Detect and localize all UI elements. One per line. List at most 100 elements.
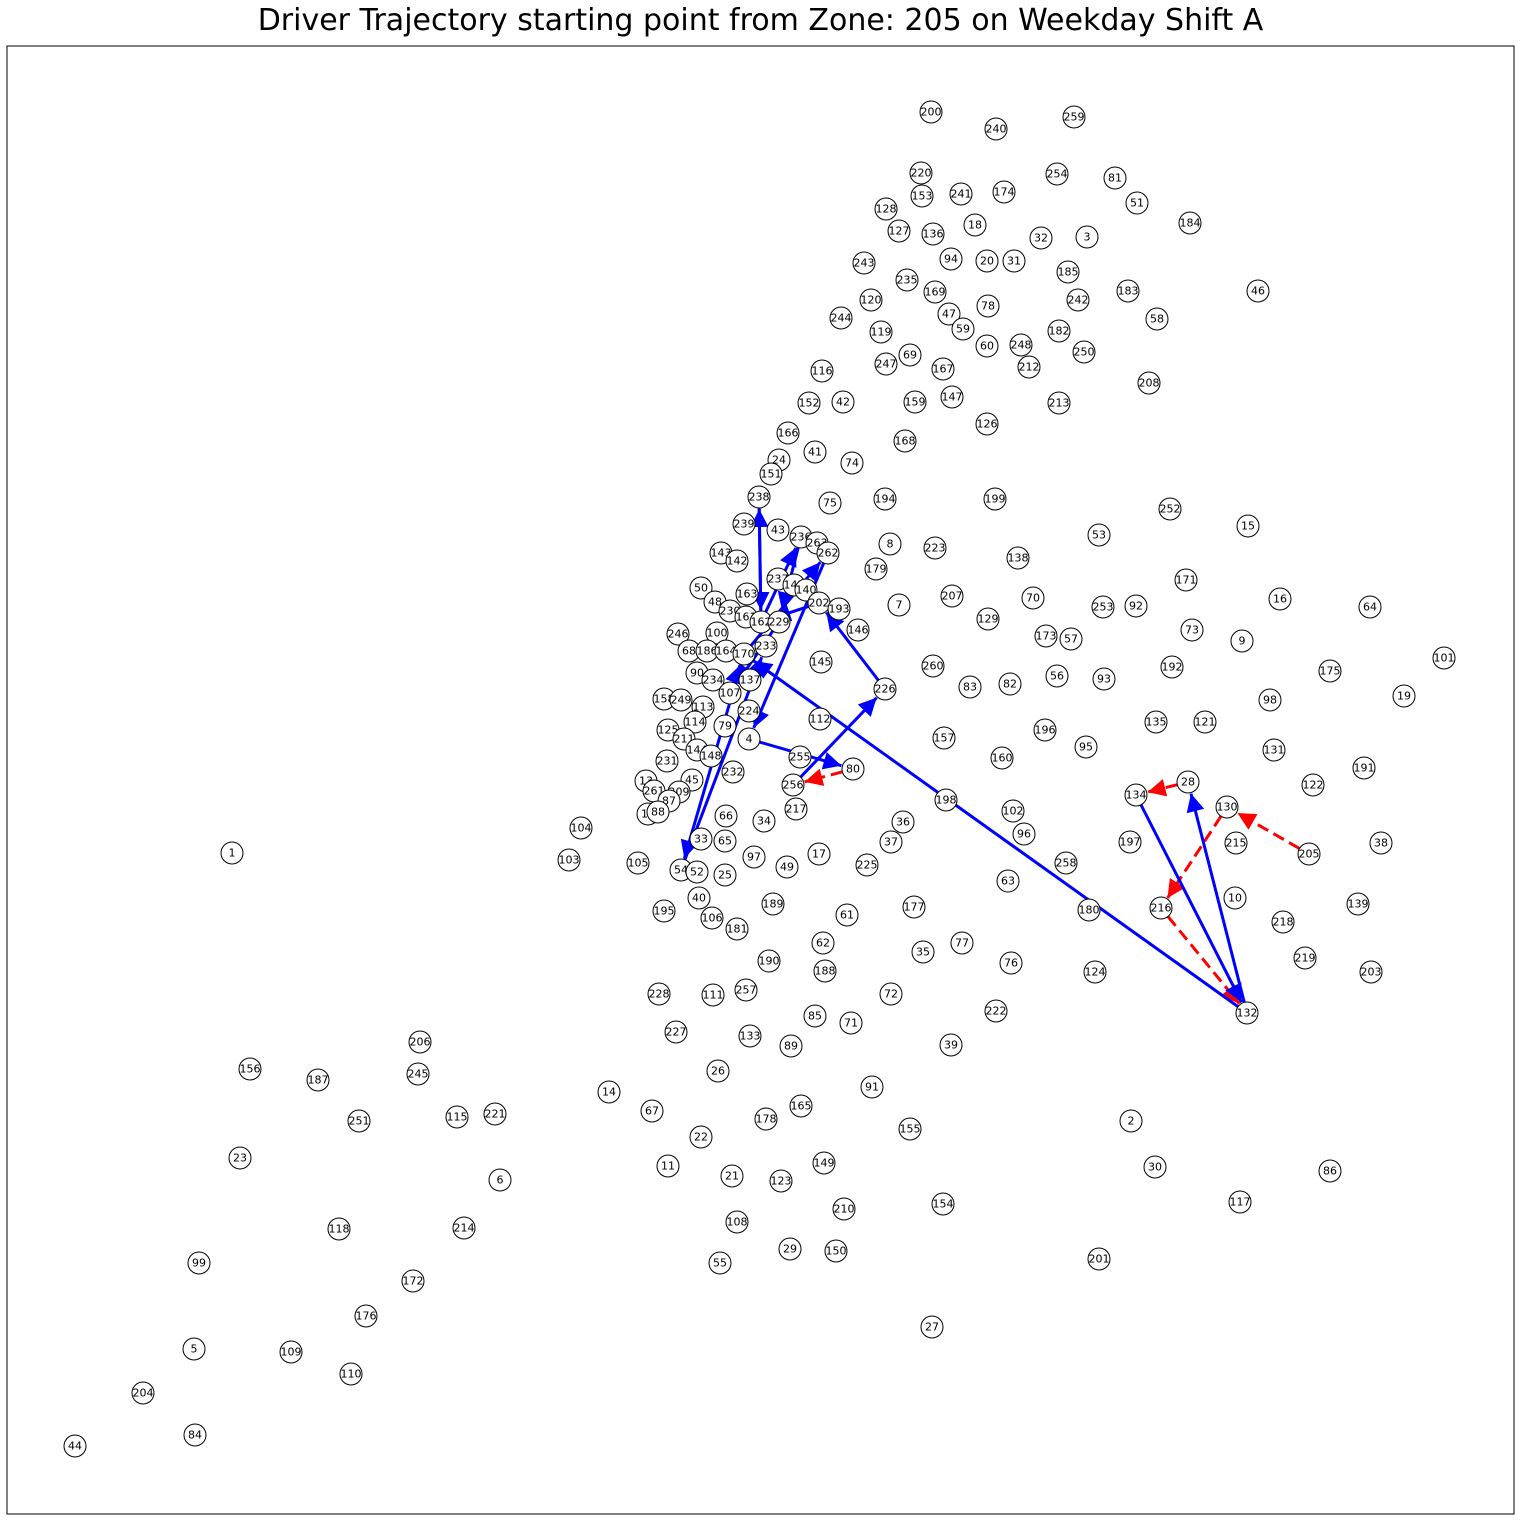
- zone-node-circle: [714, 804, 738, 828]
- zone-node-label: 97: [747, 851, 761, 864]
- zone-node-185: 185: [1056, 260, 1080, 284]
- zone-node-194: 194: [873, 487, 897, 511]
- zone-node-circle: [1228, 1190, 1252, 1214]
- zone-node-label: 130: [1217, 801, 1238, 814]
- zone-node-circle: [878, 532, 902, 556]
- zone-node-178: 178: [754, 1107, 778, 1131]
- zone-node-76: 76: [999, 951, 1023, 975]
- zone-node-142: 142: [725, 549, 749, 573]
- zone-node-248: 248: [1009, 333, 1033, 357]
- zone-node-label: 166: [778, 427, 799, 440]
- zone-node-95: 95: [1074, 735, 1098, 759]
- zone-node-circle: [725, 917, 749, 941]
- zone-node-47: 47: [937, 302, 961, 326]
- zone-node-label: 260: [923, 660, 944, 673]
- zone-node-label: 174: [994, 186, 1015, 199]
- zone-node-label: 90: [690, 667, 704, 680]
- zone-node-label: 224: [739, 705, 760, 718]
- zone-node-circle: [1083, 960, 1107, 984]
- zone-node-label: 145: [811, 656, 832, 669]
- zone-node-circle: [483, 1102, 507, 1126]
- zone-node-label: 179: [866, 563, 887, 576]
- zone-node-label: 181: [727, 923, 748, 936]
- zone-node-circle: [1158, 497, 1182, 521]
- zone-node-label: 15: [1241, 520, 1255, 533]
- zone-node-circle: [327, 1217, 351, 1241]
- zone-node-circle: [903, 390, 927, 414]
- zone-node-label: 56: [1050, 670, 1064, 683]
- zone-node-circle: [1045, 162, 1069, 186]
- zone-node-label: 96: [1017, 828, 1031, 841]
- zone-node-208: 208: [1137, 371, 1161, 395]
- zone-node-label: 45: [685, 774, 699, 787]
- zone-node-label: 101: [1434, 652, 1455, 665]
- zone-node-label: 256: [783, 779, 804, 792]
- zone-node-245: 245: [406, 1062, 430, 1086]
- zone-node-29: 29: [778, 1237, 802, 1261]
- zone-node-label: 50: [694, 582, 708, 595]
- zone-node-label: 39: [944, 1039, 958, 1052]
- zone-node-label: 194: [875, 493, 896, 506]
- zone-node-label: 254: [1047, 168, 1068, 181]
- zone-node-circle: [1246, 279, 1270, 303]
- zone-node-circle: [809, 650, 833, 674]
- zone-node-167: 167: [931, 357, 955, 381]
- zone-node-circle: [910, 184, 934, 208]
- zone-node-246: 246: [666, 622, 690, 646]
- zone-node-label: 44: [68, 1440, 82, 1453]
- zone-node-259: 259: [1062, 105, 1086, 129]
- zone-node-circle: [754, 1107, 778, 1131]
- zone-node-circle: [656, 1154, 680, 1178]
- zone-node-label: 93: [1097, 673, 1111, 686]
- zone-node-label: 66: [719, 810, 733, 823]
- zone-node-circle: [452, 1216, 476, 1240]
- zone-node-49: 49: [775, 855, 799, 879]
- zone-node-label: 204: [133, 1387, 154, 1400]
- zone-node-128: 128: [874, 197, 898, 221]
- zone-node-19: 19: [1392, 684, 1416, 708]
- zone-node-label: 246: [668, 628, 689, 641]
- zone-node-138: 138: [1006, 546, 1030, 570]
- zone-node-label: 163: [737, 588, 758, 601]
- zone-node-label: 198: [936, 794, 957, 807]
- zone-node-circle: [891, 810, 915, 834]
- zone-node-205: 205: [1297, 842, 1321, 866]
- zone-node-circle: [640, 1099, 664, 1123]
- zone-node-label: 156: [240, 1063, 261, 1076]
- zone-node-label: 197: [1120, 836, 1141, 849]
- zone-node-label: 235: [897, 274, 918, 287]
- zone-node-label: 52: [690, 866, 704, 879]
- zone-node-circle: [951, 317, 975, 341]
- zone-node-circle: [1059, 627, 1083, 651]
- zone-node-circle: [228, 1146, 252, 1170]
- zone-node-164: 164: [714, 639, 738, 663]
- zone-node-215: 215: [1224, 831, 1248, 855]
- zone-node-circle: [687, 886, 711, 910]
- zone-node-102: 102: [1001, 799, 1025, 823]
- zone-node-circle: [1174, 568, 1198, 592]
- zone-node-circle: [818, 491, 842, 515]
- zone-node-label: 191: [1354, 762, 1375, 775]
- zone-node-circle: [569, 816, 593, 840]
- zone-node-226: 226: [873, 677, 897, 701]
- zone-node-circle: [992, 180, 1016, 204]
- zone-node-206: 206: [408, 1030, 432, 1054]
- zone-node-label: 150: [826, 1245, 847, 1258]
- zone-node-252: 252: [1158, 497, 1182, 521]
- zone-node-circle: [921, 654, 945, 678]
- zone-node-123: 123: [769, 1169, 793, 1193]
- zone-node-circle: [767, 610, 791, 634]
- zone-node-circle: [893, 429, 917, 453]
- zone-node-circle: [921, 222, 945, 246]
- zone-node-circle: [829, 306, 853, 330]
- zone-node-circle: [1176, 770, 1200, 794]
- zone-node-101: 101: [1432, 646, 1456, 670]
- zone-node-label: 62: [816, 937, 830, 950]
- zone-node-circle: [1358, 595, 1382, 619]
- zone-node-circle: [1271, 910, 1295, 934]
- zone-node-circle: [1033, 718, 1057, 742]
- zone-node-203: 203: [1359, 960, 1383, 984]
- zone-node-label: 205: [1299, 848, 1320, 861]
- zone-node-circle: [874, 197, 898, 221]
- zone-node-circle: [689, 827, 713, 851]
